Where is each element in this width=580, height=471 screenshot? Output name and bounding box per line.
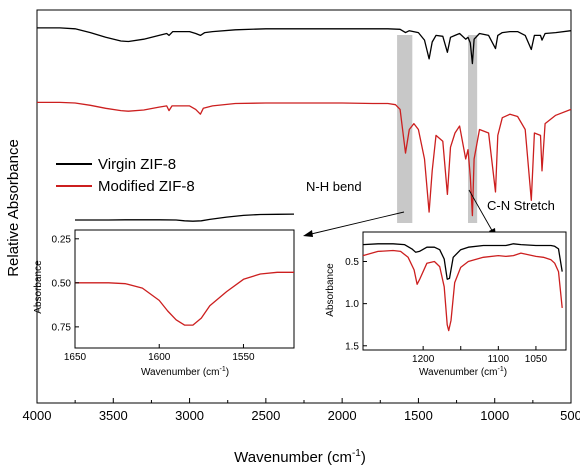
inset1-x-tick-label: 1550 <box>232 352 255 363</box>
main-x-tick-label: 2000 <box>328 408 357 423</box>
inset2-x-tick-label: 1200 <box>412 354 435 365</box>
inset2-ticks: 1200 1100 1050 0.5 1.0 1.5 <box>345 257 547 365</box>
inset1-frame <box>74 229 295 349</box>
inset2-y-axis-label: Absorbance <box>325 263 336 317</box>
main-x-tick-label: 3000 <box>175 408 204 423</box>
inset2-y-tick-label: 1.5 <box>345 341 359 352</box>
main-spectra <box>37 27 572 217</box>
cn-arrow <box>468 189 495 235</box>
main-x-tick-label: 4000 <box>23 408 52 423</box>
inset-cn-stretch: 1200 1100 1050 0.5 1.0 1.5 Absorbance Wavenum… <box>325 231 567 378</box>
inset2-y-tick-label: 0.5 <box>345 257 359 268</box>
inset1-y-axis-label: Absorbance <box>33 260 44 314</box>
inset1-series-modified-line <box>75 271 294 326</box>
inset1-x-axis-label: Wavenumber (cm-1) <box>141 366 229 378</box>
inset2-x-tick-label: 1100 <box>488 354 510 365</box>
nh-arrowhead <box>303 230 313 237</box>
inset2-spectra <box>362 243 563 332</box>
main-x-tick-label: 1500 <box>404 408 433 423</box>
inset2-series-modified-line <box>362 249 563 332</box>
series-virgin-line <box>37 27 572 65</box>
inset2-frame <box>362 231 567 351</box>
nh-arrow <box>306 211 405 236</box>
inset1-spectra <box>75 213 295 326</box>
series-modified-line <box>37 101 572 217</box>
inset1-series-virgin-line <box>75 213 295 222</box>
nh-bend-annotation: N-H bend <box>306 179 362 194</box>
main-x-axis-label: Wavenumber (cm-1) <box>234 448 366 466</box>
inset2-y-tick-label: 1.0 <box>345 299 359 310</box>
legend-label-virgin: Virgin ZIF-8 <box>98 156 176 173</box>
inset1-y-tick-label: 0.75 <box>52 322 72 333</box>
shaded-band-1 <box>397 35 413 223</box>
main-x-tick-label: 3500 <box>99 408 128 423</box>
inset1-y-tick-label: 0.50 <box>52 278 72 289</box>
legend-label-modified: Modified ZIF-8 <box>98 178 195 195</box>
main-x-tick-label: 1000 <box>480 408 509 423</box>
inset2-series-virgin-line <box>362 243 563 280</box>
main-x-axis-ticks: 4000 3500 3000 2500 2000 1500 1000 500 <box>23 398 580 423</box>
inset2-x-axis-label: Wavenumber (cm-1) <box>419 366 507 378</box>
inset1-y-tick-label: 0.25 <box>52 234 72 245</box>
inset-nh-bend: 1650 1600 1550 0.25 0.50 0.75 Absorbance Wave… <box>33 213 295 378</box>
main-x-tick-label: 2500 <box>251 408 280 423</box>
inset1-x-tick-label: 1650 <box>64 352 87 363</box>
main-x-tick-label: 500 <box>560 408 580 423</box>
cn-stretch-annotation: C-N Stretch <box>487 198 555 213</box>
inset1-x-tick-label: 1600 <box>148 352 171 363</box>
legend: Virgin ZIF-8 Modified ZIF-8 <box>56 156 195 195</box>
inset1-ticks: 1650 1600 1550 0.25 0.50 0.75 <box>52 234 255 363</box>
shaded-band-2 <box>468 35 478 223</box>
main-y-axis-label: Relative Absorbance <box>5 139 22 277</box>
inset2-x-tick-label: 1050 <box>525 354 548 365</box>
highlight-bands <box>397 35 478 223</box>
